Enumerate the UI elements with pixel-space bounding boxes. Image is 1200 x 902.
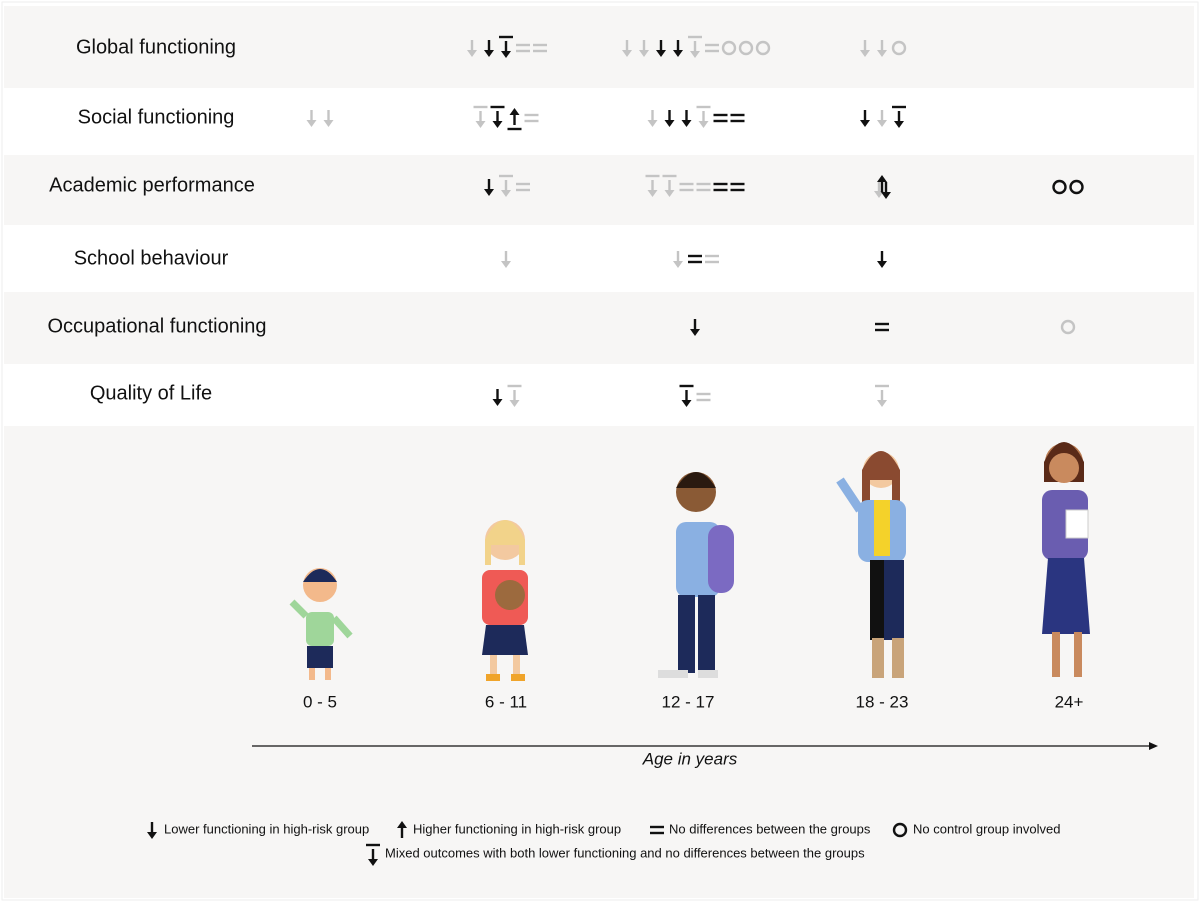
- symbol: [645, 174, 660, 197]
- symbol: [639, 40, 649, 57]
- symbol: [877, 40, 887, 57]
- figure-band: [4, 426, 1194, 898]
- symbol: [662, 174, 677, 197]
- symbol: [647, 110, 658, 127]
- symbol: [492, 389, 503, 406]
- row-band: [4, 292, 1194, 364]
- symbol: [306, 110, 317, 127]
- symbol: [690, 319, 700, 336]
- symbol: [877, 110, 887, 127]
- symbol: [713, 182, 728, 192]
- symbol: [877, 251, 887, 268]
- legend-text: Mixed outcomes with both lower functioni…: [385, 845, 865, 860]
- symbol: [499, 174, 513, 197]
- symbol: [892, 822, 908, 838]
- symbol: [516, 182, 530, 192]
- woman-figure: [1042, 442, 1090, 677]
- symbol: [673, 40, 683, 57]
- symbol: [730, 113, 745, 123]
- axis-arrowhead: [1149, 742, 1158, 750]
- age-label: 12 - 17: [662, 692, 715, 711]
- teen-figure: [658, 472, 734, 678]
- symbol: [860, 110, 870, 127]
- young-woman-figure: [836, 451, 906, 678]
- symbol: [755, 40, 771, 56]
- symbol: [681, 110, 692, 127]
- symbol: [507, 108, 522, 131]
- symbol: [501, 251, 511, 268]
- symbol: [696, 392, 711, 402]
- symbol: [1060, 319, 1076, 335]
- symbol: [490, 105, 505, 128]
- symbol: [664, 110, 675, 127]
- symbol: [721, 40, 737, 56]
- symbol: [467, 40, 477, 57]
- symbol: [533, 43, 547, 53]
- symbol: [622, 40, 632, 57]
- symbol: [484, 179, 494, 196]
- row-label: Global functioning: [76, 36, 236, 58]
- row-label: Occupational functioning: [47, 315, 266, 337]
- symbol: [892, 105, 906, 128]
- row-band: [4, 6, 1194, 88]
- row-band: [4, 155, 1194, 225]
- symbol: [696, 182, 711, 192]
- row-label: Academic performance: [49, 174, 255, 196]
- symbol: [1052, 179, 1067, 195]
- age-label: 6 - 11: [485, 692, 527, 711]
- age-label: 24+: [1055, 692, 1084, 711]
- symbol: [473, 105, 488, 128]
- symbol: [499, 35, 513, 58]
- symbol: [673, 251, 683, 268]
- age-label: 0 - 5: [303, 692, 337, 711]
- symbol: [696, 105, 711, 128]
- axis-label: Age in years: [642, 749, 738, 768]
- symbol: [860, 40, 870, 57]
- symbol: [524, 113, 539, 123]
- row-label: Social functioning: [78, 106, 235, 128]
- symbol: [874, 175, 891, 199]
- girl-figure: [482, 520, 528, 681]
- symbol: [147, 822, 157, 839]
- symbol: [875, 384, 889, 407]
- symbol: [679, 182, 694, 192]
- symbol: [738, 40, 754, 56]
- legend-text: No control group involved: [913, 821, 1060, 836]
- symbol: [713, 113, 728, 123]
- symbol: [1069, 179, 1084, 195]
- symbol: [366, 843, 380, 866]
- child-figure: [289, 568, 353, 680]
- symbol: [397, 821, 407, 838]
- age-label: 18 - 23: [856, 692, 909, 711]
- symbol: [507, 384, 522, 407]
- symbol: [516, 43, 530, 53]
- symbol: [705, 43, 719, 53]
- symbol: [323, 110, 334, 127]
- symbol: [688, 254, 702, 264]
- symbol: [875, 322, 889, 332]
- symbol: [656, 40, 666, 57]
- legend-text: Lower functioning in high-risk group: [164, 821, 369, 836]
- symbol: [705, 254, 719, 264]
- symbol: [730, 182, 745, 192]
- symbol: [650, 825, 664, 835]
- row-label: Quality of Life: [90, 382, 212, 404]
- symbol: [679, 384, 694, 407]
- symbol: [891, 40, 907, 56]
- symbol: [484, 40, 494, 57]
- row-label: School behaviour: [74, 247, 229, 269]
- legend-text: No differences between the groups: [669, 821, 871, 836]
- legend-text: Higher functioning in high-risk group: [413, 821, 621, 836]
- symbol: [688, 35, 702, 58]
